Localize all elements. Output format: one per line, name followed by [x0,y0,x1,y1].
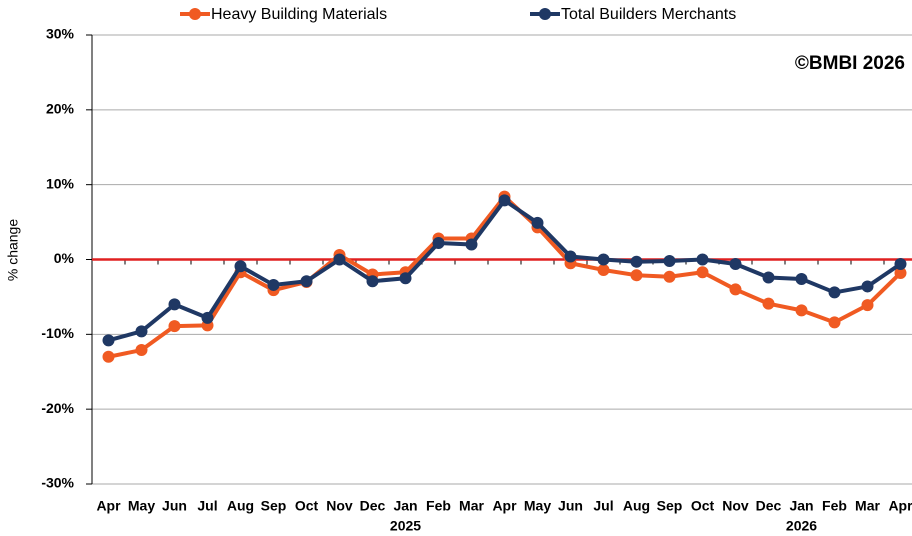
x-tick-label: Nov [722,498,749,514]
point [531,216,544,229]
point [465,238,478,251]
y-tick-label: 0% [54,250,75,266]
x-tick-label: Aug [623,498,650,514]
y-tick-label: 10% [46,175,75,191]
x-tick-label: Dec [756,498,782,514]
y-tick-label: -10% [41,325,74,341]
point [828,286,841,299]
point [201,311,214,324]
point [597,263,610,276]
point [861,299,874,312]
point [828,316,841,329]
x-tick-label: Oct [691,498,715,514]
y-tick-label: 30% [46,26,75,42]
legend-label: Total Builders Merchants [561,6,736,23]
point [102,334,115,347]
point [762,297,775,310]
x-tick-label: Mar [855,498,880,514]
point [168,298,181,311]
point [696,266,709,279]
legend-label: Heavy Building Materials [211,6,387,23]
point [135,325,148,338]
y-axis-label: % change [5,219,21,281]
point [729,257,742,270]
point [168,320,181,333]
point [894,257,907,270]
year-label: 2026 [786,518,817,534]
point [399,272,412,285]
x-tick-label: Apr [96,498,121,514]
x-tick-label: Feb [822,498,847,514]
point [135,344,148,357]
legend-marker [189,8,201,20]
point [432,237,445,250]
point [333,253,346,266]
point [597,253,610,266]
point [663,254,676,267]
x-tick-label: Mar [459,498,484,514]
point [795,272,808,285]
x-tick-label: Jul [593,498,613,514]
point [663,270,676,283]
x-tick-label: Feb [426,498,451,514]
x-tick-label: Oct [295,498,319,514]
legend-marker [539,8,551,20]
point [267,278,280,291]
copyright: ©BMBI 2026 [795,53,905,74]
point [729,283,742,296]
point [894,266,907,279]
point [861,280,874,293]
x-tick-label: Jul [197,498,217,514]
point [300,275,313,288]
y-tick-label: -30% [41,475,74,491]
point [366,275,379,288]
x-tick-label: Jun [558,498,583,514]
x-tick-label: Aug [227,498,254,514]
x-tick-label: Apr [492,498,517,514]
series-line [107,198,902,343]
x-tick-label: Sep [261,498,287,514]
y-tick-label: 20% [46,101,75,117]
point [102,350,115,363]
x-tick-label: Apr [888,498,912,514]
x-tick-label: Dec [360,498,386,514]
x-tick-label: May [524,498,551,514]
x-tick-label: May [128,498,155,514]
point [630,269,643,282]
point [762,271,775,284]
x-tick-label: Jan [393,498,417,514]
x-tick-label: Nov [326,498,353,514]
point [696,253,709,266]
y-tick-label: -20% [41,400,74,416]
point [564,250,577,263]
point [498,194,511,207]
x-tick-label: Jan [789,498,813,514]
point [795,304,808,317]
x-tick-label: Jun [162,498,187,514]
x-tick-label: Sep [657,498,683,514]
year-label: 2025 [390,518,421,534]
point [234,260,247,273]
point [630,255,643,268]
